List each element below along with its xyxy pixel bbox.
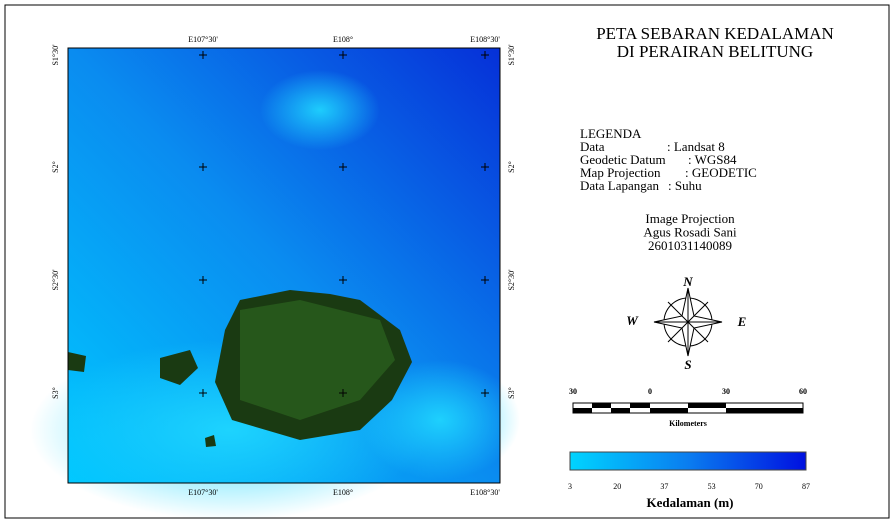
scale-block (630, 403, 650, 408)
color-bar-tick: 37 (660, 482, 668, 491)
left-label: S2°30' (51, 269, 60, 291)
scale-block (726, 408, 803, 413)
compass-lines (654, 288, 722, 356)
top-label: E107°30' (188, 35, 218, 44)
scale-unit: Kilometers (669, 419, 707, 428)
bottom-label: E107°30' (188, 488, 218, 497)
right-label: S3° (507, 387, 516, 399)
bottom-label: E108°30' (470, 488, 500, 497)
scale-block (573, 408, 592, 413)
top-label: E108° (333, 35, 353, 44)
bottom-label: E108° (333, 488, 353, 497)
shallow-area (260, 70, 380, 150)
map-layout: PETA SEBARAN KEDALAMANDI PERAIRAN BELITU… (0, 0, 895, 525)
map-frame (30, 48, 520, 520)
scale-bar (573, 403, 803, 413)
left-label: S2° (51, 161, 60, 173)
compass-letter: N (682, 274, 693, 289)
title: DI PERAIRAN BELITUNG (617, 42, 813, 61)
scale-block (650, 408, 688, 413)
scale-label: 60 (799, 387, 807, 396)
color-bar-tick: 70 (755, 482, 763, 491)
right-label: S2° (507, 161, 516, 173)
compass-letter: E (737, 314, 747, 329)
right-label: S1°30' (507, 44, 516, 66)
compass-letter: W (626, 313, 639, 328)
scale-block (592, 403, 611, 408)
right-label: S2°30' (507, 269, 516, 291)
credit: 2601031140089 (648, 238, 732, 253)
color-bar-tick: 87 (802, 482, 810, 491)
left-label: S3° (51, 387, 60, 399)
scale-label: 30 (722, 387, 730, 396)
title: PETA SEBARAN KEDALAMAN (596, 24, 834, 43)
compass (654, 288, 722, 356)
color-bar-tick: 20 (613, 482, 621, 491)
scale-block (688, 403, 726, 408)
color-bar-label: Kedalaman (m) (646, 495, 733, 510)
scale-label: 30 (569, 387, 577, 396)
scale-label: 0 (648, 387, 652, 396)
color-bar-tick: 53 (708, 482, 716, 491)
scale-block (611, 408, 630, 413)
color-bar (570, 452, 806, 470)
top-label: E108°30' (470, 35, 500, 44)
legend-value: : Suhu (668, 178, 702, 193)
left-label: S1°30' (51, 44, 60, 66)
compass-letter: S (684, 357, 691, 372)
legend-key: Data Lapangan (580, 178, 660, 193)
color-bar-tick: 3 (568, 482, 572, 491)
